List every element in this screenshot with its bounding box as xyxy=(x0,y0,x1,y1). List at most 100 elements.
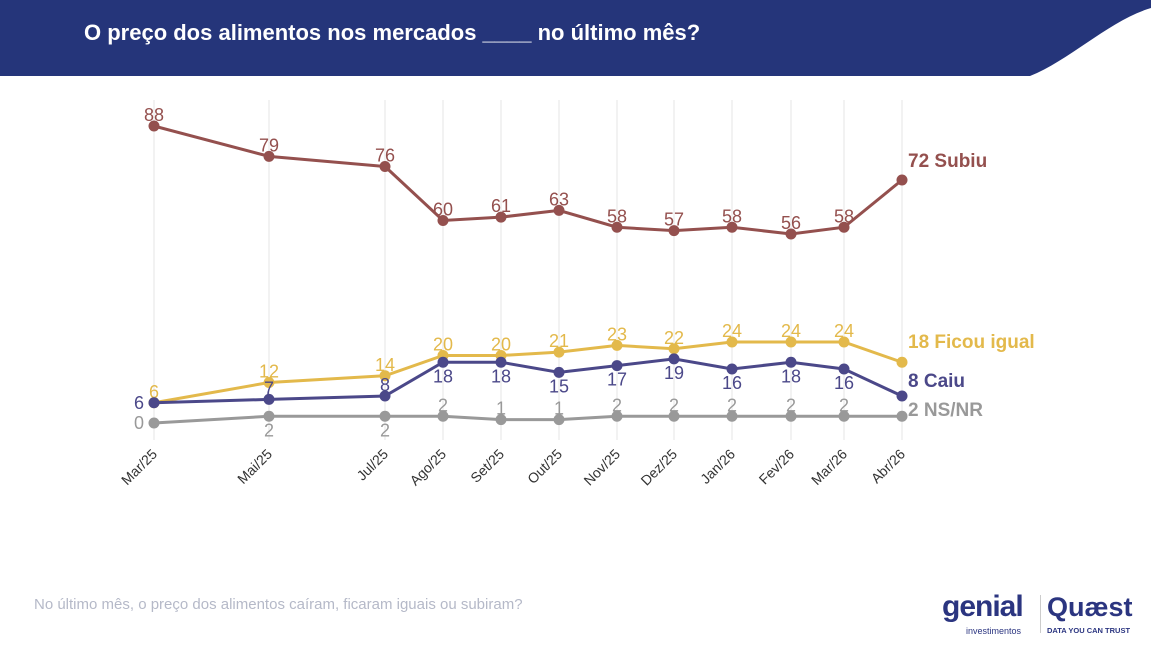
data-point xyxy=(838,221,850,233)
data-point xyxy=(896,410,908,422)
genial-logo: genial xyxy=(942,590,1024,623)
data-point xyxy=(379,390,391,402)
data-point xyxy=(896,390,908,402)
series-line xyxy=(153,124,903,236)
line-chart: Mar/25 Mai/25 Jul/25 Ago/25 Set/25 Out/25 Nov/… xyxy=(118,100,1035,489)
x-tick-label: Mai/25 xyxy=(234,446,275,487)
data-label: 58 xyxy=(722,206,742,226)
data-point xyxy=(379,161,391,172)
data-point xyxy=(726,336,738,348)
series-line xyxy=(153,414,902,425)
data-label: 24 xyxy=(781,321,801,341)
data-label: 63 xyxy=(549,189,569,209)
data-point xyxy=(148,397,160,409)
data-label: 14 xyxy=(375,355,395,375)
data-label: 12 xyxy=(259,362,279,382)
data-label: 58 xyxy=(834,206,854,226)
data-label: 15 xyxy=(549,376,569,396)
x-tick-label: Out/25 xyxy=(524,446,565,487)
data-label: 79 xyxy=(259,135,279,155)
x-tick-label: Abr/26 xyxy=(868,446,909,487)
data-point xyxy=(668,410,680,422)
data-label: 57 xyxy=(664,210,684,230)
data-label: 20 xyxy=(433,335,453,355)
data-point xyxy=(148,417,160,429)
x-tick-label: Ago/25 xyxy=(406,446,449,489)
data-label: 1 xyxy=(496,399,506,419)
x-tick-label: Jan/26 xyxy=(697,446,738,487)
x-tick-label: Nov/25 xyxy=(580,446,623,489)
data-label: 23 xyxy=(607,324,627,344)
data-point xyxy=(611,360,623,372)
data-label: 61 xyxy=(491,196,511,216)
x-tick-label: Mar/25 xyxy=(118,446,160,488)
series-line xyxy=(153,357,903,405)
quaest-logo-sub: DATA YOU CAN TRUST xyxy=(1047,626,1131,635)
data-point xyxy=(379,410,391,422)
data-point xyxy=(263,410,275,422)
data-label: 56 xyxy=(781,213,801,233)
data-point xyxy=(495,211,507,223)
data-label: 2 xyxy=(264,420,274,440)
data-label: 0 xyxy=(134,413,144,433)
data-point xyxy=(437,215,449,226)
data-point xyxy=(726,363,738,375)
data-point xyxy=(495,414,507,426)
data-point xyxy=(896,356,908,368)
header-banner xyxy=(0,0,1151,76)
series-line xyxy=(153,340,903,405)
series-end-label: 18 Ficou igual xyxy=(908,332,1035,353)
data-point xyxy=(838,410,850,422)
data-label: 60 xyxy=(433,200,453,220)
x-tick-label: Mar/26 xyxy=(808,446,850,488)
data-point xyxy=(668,225,680,237)
data-point xyxy=(726,221,738,233)
logo-divider xyxy=(1040,595,1041,633)
data-point xyxy=(611,339,623,351)
data-point xyxy=(726,410,738,422)
data-label: 2 xyxy=(438,395,448,415)
data-point xyxy=(495,356,507,368)
data-point xyxy=(896,174,908,186)
data-point xyxy=(838,363,850,375)
data-label: 24 xyxy=(834,321,854,341)
data-label: 21 xyxy=(549,331,569,351)
data-label: 2 xyxy=(612,395,622,415)
data-label: 2 xyxy=(727,395,737,415)
page-title: O preço dos alimentos nos mercados ____ … xyxy=(84,20,701,45)
data-label: 8 xyxy=(380,375,390,395)
data-label: 6 xyxy=(134,393,144,413)
data-label: 19 xyxy=(664,363,684,383)
x-tick-label: Jul/25 xyxy=(353,446,391,484)
x-tick-label: Fev/26 xyxy=(756,446,798,488)
data-point xyxy=(263,377,275,388)
data-label: 18 xyxy=(491,366,511,386)
data-point xyxy=(785,336,797,348)
data-label: 2 xyxy=(669,395,679,415)
data-label: 24 xyxy=(722,321,742,341)
data-label: 76 xyxy=(375,146,395,166)
data-point xyxy=(611,221,623,233)
series-end-label: 8 Caiu xyxy=(908,371,965,392)
data-point xyxy=(263,150,275,162)
data-label: 16 xyxy=(722,373,742,393)
data-point xyxy=(437,356,449,368)
data-label: 6 xyxy=(149,382,159,402)
data-point xyxy=(148,120,160,132)
quaest-logo: Quæst xyxy=(1047,592,1133,622)
data-point xyxy=(553,204,565,216)
data-label: 1 xyxy=(554,399,564,419)
data-point xyxy=(553,414,565,426)
data-point xyxy=(838,336,850,348)
data-point xyxy=(785,228,797,240)
data-point xyxy=(553,366,565,378)
x-tick-label: Set/25 xyxy=(467,446,507,486)
series-end-label: 72 Subiu xyxy=(908,151,987,172)
data-label: 22 xyxy=(664,328,684,348)
data-label: 17 xyxy=(607,370,627,390)
data-label: 7 xyxy=(264,378,274,398)
data-label: 20 xyxy=(491,335,511,355)
survey-question: No último mês, o preço dos alimentos caí… xyxy=(34,596,523,613)
data-point xyxy=(785,356,797,368)
data-label: 18 xyxy=(433,366,453,386)
